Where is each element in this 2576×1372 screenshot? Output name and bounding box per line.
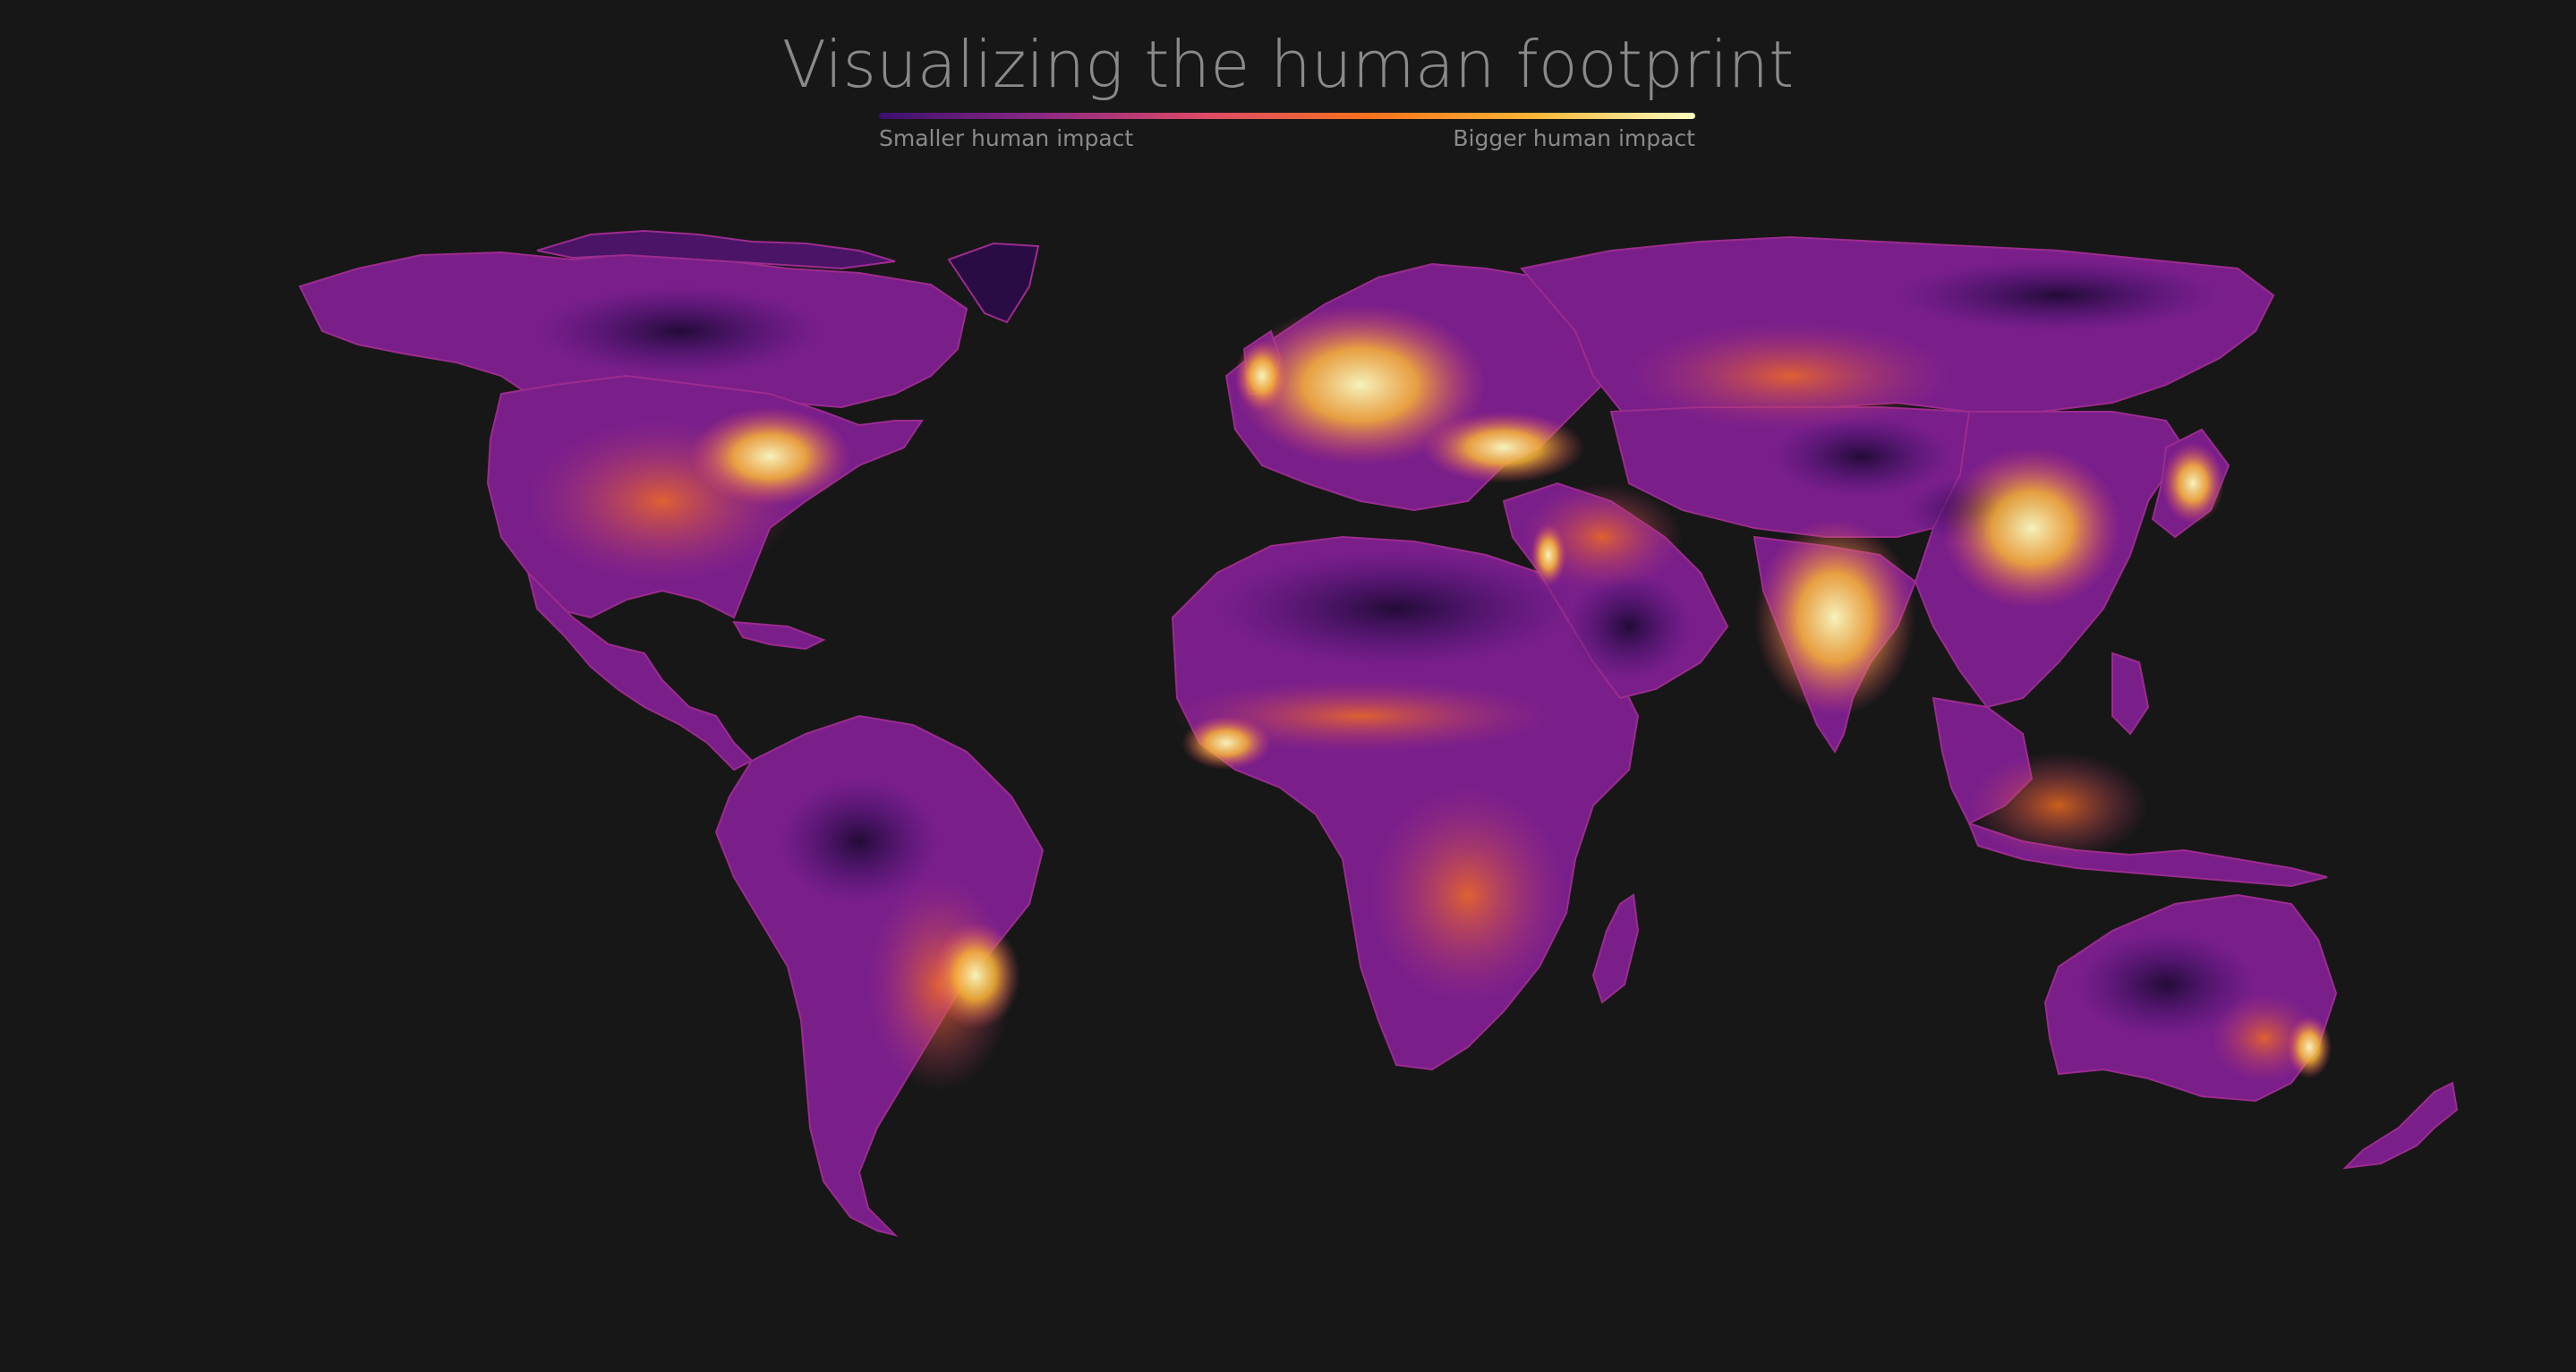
land-indonesia	[1967, 822, 2328, 888]
legend-gradient-bar	[879, 113, 1695, 119]
land-caribbean	[732, 620, 826, 651]
land-new-zealand	[2342, 1081, 2459, 1170]
color-legend: Smaller human impact Bigger human impact	[879, 113, 1695, 158]
legend-low-label: Smaller human impact	[879, 125, 1134, 151]
land-madagascar	[1591, 893, 1640, 1004]
land-philippines	[2111, 652, 2150, 736]
high-impact-zones	[689, 304, 2332, 1078]
land-greenland	[947, 242, 1040, 324]
low-impact-zones	[537, 260, 2256, 1038]
legend-high-label: Bigger human impact	[1453, 125, 1695, 151]
land-mexico-central-america	[526, 569, 754, 771]
map-title: Visualizing the human footprint	[781, 27, 1795, 102]
land-arctic-islands	[536, 229, 896, 270]
